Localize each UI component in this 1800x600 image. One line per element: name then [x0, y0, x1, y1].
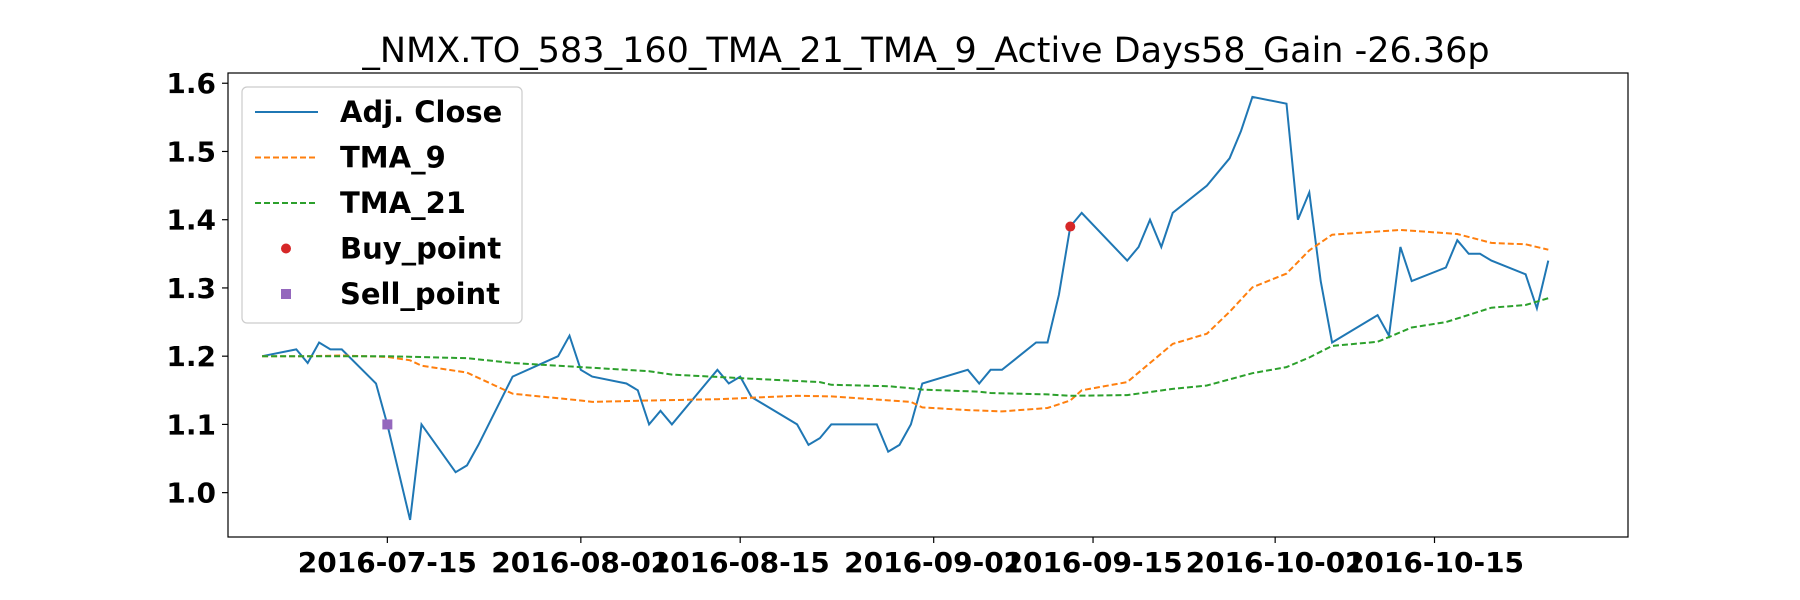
series-line-tma-21 — [262, 297, 1549, 397]
y-tick-label: 1.0 — [166, 477, 216, 510]
y-tick-label: 1.6 — [166, 67, 216, 100]
x-tick-label: 2016-08-01 — [491, 546, 670, 579]
series-line-tma-9 — [262, 228, 1549, 413]
legend-box — [241, 86, 523, 324]
y-tick-label: 1.3 — [166, 272, 216, 305]
x-tick-label: 2016-09-15 — [1003, 546, 1182, 579]
legend-label: TMA_9 — [340, 141, 446, 175]
y-tick-label: 1.1 — [166, 408, 216, 441]
y-tick-label: 1.5 — [166, 135, 216, 168]
marker-layer — [382, 221, 1076, 430]
series-layer — [261, 95, 1550, 521]
legend-entry-tma-9: TMA_9 — [255, 141, 446, 175]
x-tick-label: 2016-08-15 — [651, 546, 830, 579]
x-tick-label: 2016-07-15 — [298, 546, 477, 579]
legend-swatch — [281, 289, 291, 299]
legend-label: TMA_21 — [340, 186, 466, 220]
plot-frame — [227, 72, 1629, 538]
y-tick-label: 1.2 — [166, 340, 216, 373]
legend-entry-adj-close: Adj. Close — [255, 95, 502, 129]
chart-title: _NMX.TO_583_160_TMA_21_TMA_9_Active Days… — [361, 31, 1489, 71]
marker-buy-point — [1065, 221, 1076, 232]
legend-swatch — [281, 243, 291, 254]
legend-label: Adj. Close — [340, 95, 502, 129]
y-axis: 1.0 1.1 1.2 1.3 1.4 1.5 1.6 — [166, 67, 228, 510]
plot-area — [227, 72, 1629, 538]
legend-entry-tma-21: TMA_21 — [255, 186, 466, 220]
y-tick-label: 1.4 — [166, 204, 216, 237]
legend-entry-sell-point: Sell_point — [281, 277, 500, 311]
legend: Adj. Close TMA_9 TMA_21 Buy_point Sell_point — [241, 86, 523, 324]
series-line-adj-close — [261, 95, 1550, 521]
marker-sell-point — [382, 419, 393, 430]
x-tick-label: 2016-09-01 — [844, 546, 1023, 579]
legend-label: Sell_point — [340, 277, 500, 311]
x-tick-label: 2016-10-01 — [1186, 546, 1365, 579]
legend-entry-buy-point: Buy_point — [281, 232, 501, 266]
legend-label: Buy_point — [340, 232, 501, 266]
x-tick-label: 2016-10-15 — [1345, 546, 1524, 579]
